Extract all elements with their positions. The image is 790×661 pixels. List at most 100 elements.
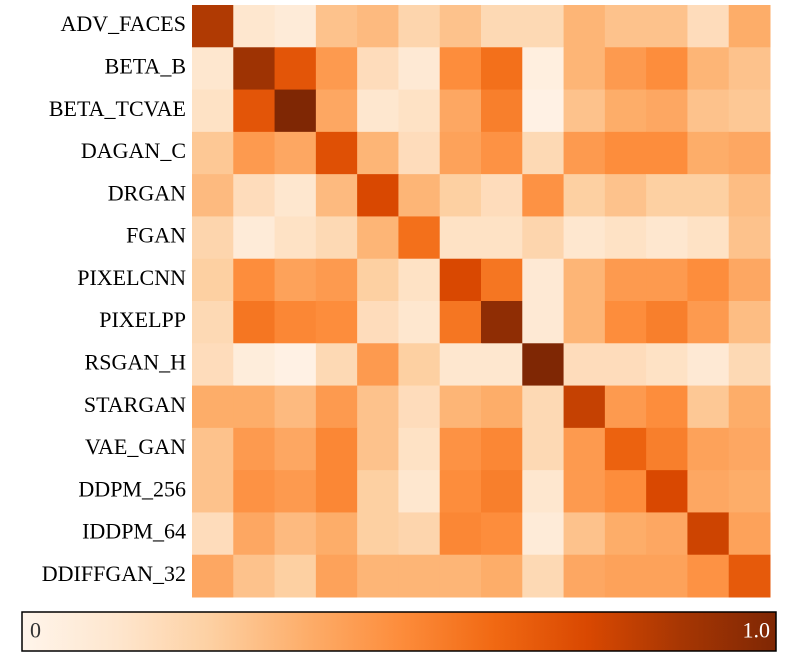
heatmap-cell — [233, 470, 276, 513]
row-label: DRGAN — [108, 180, 186, 205]
heatmap-cell — [563, 174, 606, 217]
heatmap-cell — [728, 343, 771, 387]
heatmap-cell — [192, 47, 234, 91]
heatmap-cell — [522, 5, 565, 48]
heatmap-cell — [274, 343, 317, 387]
heatmap-cell — [646, 343, 688, 387]
heatmap-cell — [563, 427, 606, 471]
heatmap-cell — [192, 258, 234, 302]
row-label: DAGAN_C — [81, 138, 186, 163]
heatmap-cell — [439, 258, 482, 302]
heatmap-cell — [604, 301, 647, 344]
heatmap-cell — [357, 258, 399, 302]
heatmap-cell — [687, 5, 730, 48]
heatmap-cell — [563, 131, 606, 175]
heatmap-cell — [233, 554, 276, 598]
heatmap-cell — [315, 131, 358, 175]
heatmap-cell — [687, 470, 730, 513]
heatmap-cell — [398, 131, 441, 175]
heatmap-cell — [646, 470, 688, 513]
heatmap-cell — [398, 258, 441, 302]
row-label: RSGAN_H — [85, 349, 187, 374]
heatmap-cell — [728, 512, 771, 556]
heatmap-cell — [604, 427, 647, 471]
heatmap-cell — [522, 301, 565, 344]
heatmap-cell — [274, 258, 317, 302]
heatmap-cell — [646, 427, 688, 471]
heatmap-cell — [357, 427, 399, 471]
heatmap-cell — [439, 512, 482, 556]
heatmap-cell — [563, 216, 606, 260]
heatmap-cell — [439, 385, 482, 429]
heatmap-cell — [315, 470, 358, 513]
heatmap-cell — [274, 427, 317, 471]
heatmap-cell — [357, 554, 399, 598]
heatmap-cell — [274, 554, 317, 598]
heatmap-cell — [398, 174, 441, 217]
heatmap-cell — [481, 216, 523, 260]
heatmap-cell — [563, 385, 606, 429]
heatmap-cell — [728, 470, 771, 513]
heatmap-cell — [357, 174, 399, 217]
row-label: BETA_TCVAE — [49, 96, 186, 121]
heatmap-cell — [604, 385, 647, 429]
heatmap-cell — [233, 89, 276, 133]
heatmap-cell — [398, 47, 441, 91]
heatmap-cell — [728, 385, 771, 429]
heatmap-cell — [398, 427, 441, 471]
heatmap-cell — [646, 216, 688, 260]
heatmap-cell — [563, 512, 606, 556]
heatmap-cell — [687, 385, 730, 429]
heatmap-cell — [439, 301, 482, 344]
heatmap-cell — [398, 301, 441, 344]
colorbar — [21, 611, 777, 652]
heatmap-cell — [728, 174, 771, 217]
heatmap-cell — [233, 216, 276, 260]
row-label: IDDPM_64 — [82, 519, 186, 544]
heatmap-cell — [274, 512, 317, 556]
heatmap-cell — [398, 512, 441, 556]
heatmap-cell — [522, 470, 565, 513]
heatmap-cell — [687, 174, 730, 217]
heatmap-cell — [646, 47, 688, 91]
heatmap-cell — [192, 131, 234, 175]
heatmap-cell — [522, 89, 565, 133]
heatmap-cell — [728, 131, 771, 175]
heatmap-cell — [233, 301, 276, 344]
heatmap-cell — [646, 174, 688, 217]
heatmap-cell — [481, 554, 523, 598]
heatmap-cell — [274, 301, 317, 344]
heatmap-cell — [687, 131, 730, 175]
heatmap-cell — [728, 301, 771, 344]
heatmap-cell — [522, 343, 565, 387]
heatmap-cell — [357, 131, 399, 175]
heatmap-cell — [563, 258, 606, 302]
heatmap-cell — [563, 47, 606, 91]
heatmap-cell — [233, 5, 276, 48]
heatmap-cell — [481, 258, 523, 302]
heatmap-cell — [563, 343, 606, 387]
heatmap-cell — [274, 5, 317, 48]
heatmap-cell — [728, 5, 771, 48]
colorbar-tick-label: 0 — [30, 618, 41, 643]
heatmap-cell — [315, 512, 358, 556]
row-label: PIXELPP — [99, 307, 186, 332]
heatmap-cell — [646, 512, 688, 556]
heatmap-cell — [274, 131, 317, 175]
heatmap-cell — [522, 47, 565, 91]
heatmap-cell — [398, 343, 441, 387]
heatmap-cell — [481, 47, 523, 91]
heatmap-cell — [604, 554, 647, 598]
heatmap-cell — [604, 89, 647, 133]
heatmap-cell — [646, 5, 688, 48]
heatmap-cell — [357, 5, 399, 48]
heatmap-cell — [233, 427, 276, 471]
heatmap-cell — [646, 301, 688, 344]
row-label: VAE_GAN — [85, 434, 186, 459]
row-label: FGAN — [126, 223, 186, 248]
heatmap-cell — [274, 47, 317, 91]
heatmap-cell — [604, 174, 647, 217]
heatmap-cell — [315, 385, 358, 429]
heatmap-cell — [439, 343, 482, 387]
row-label: DDPM_256 — [78, 476, 186, 501]
